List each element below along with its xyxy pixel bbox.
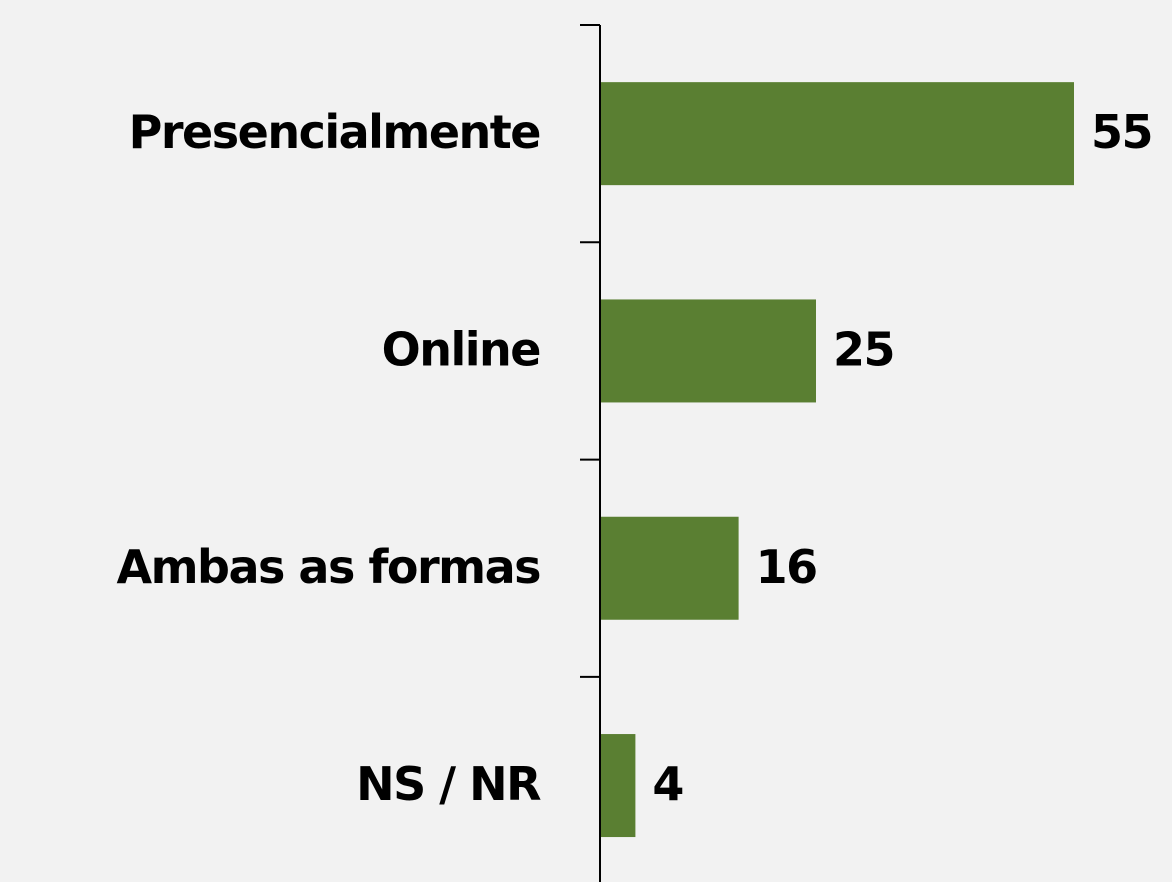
bar xyxy=(601,734,636,838)
category-label: Ambas as formas xyxy=(117,540,541,594)
bar xyxy=(601,299,816,403)
value-label: 55 xyxy=(1091,105,1152,159)
value-label: 16 xyxy=(756,540,817,594)
bar xyxy=(601,516,739,620)
category-label: Presencialmente xyxy=(129,105,540,159)
bar xyxy=(601,82,1074,186)
value-label: 4 xyxy=(652,757,683,811)
value-label: 25 xyxy=(833,322,894,376)
category-label: NS / NR xyxy=(356,757,541,811)
category-label: Online xyxy=(382,322,540,376)
